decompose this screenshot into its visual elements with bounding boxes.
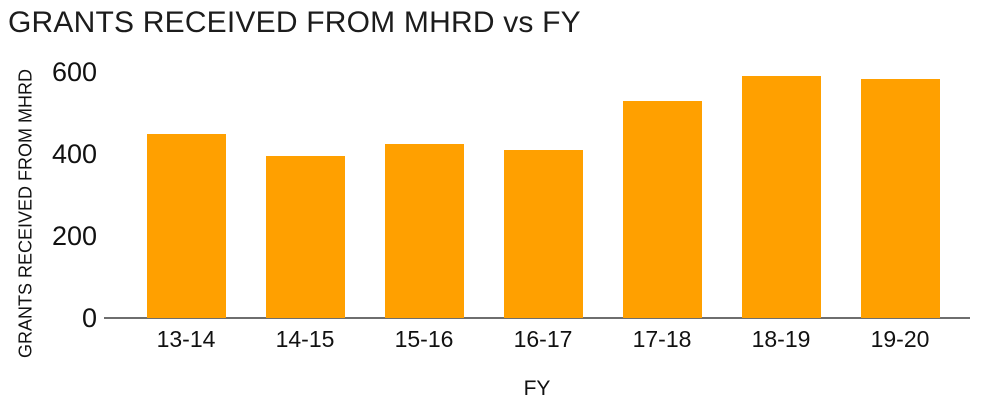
bar bbox=[860, 79, 940, 318]
bar bbox=[265, 156, 345, 318]
bar bbox=[503, 149, 583, 318]
bar bbox=[384, 143, 464, 318]
x-tick-label: 13-14 bbox=[156, 326, 216, 352]
chart-title: GRANTS RECEIVED FROM MHRD vs FY bbox=[8, 6, 581, 39]
x-tick-label: 19-20 bbox=[870, 326, 930, 352]
bar bbox=[622, 100, 702, 318]
x-axis-line bbox=[104, 317, 970, 319]
x-tick-label: 16-17 bbox=[513, 326, 573, 352]
y-tick-label: 0 bbox=[81, 303, 97, 333]
x-tick-label: 17-18 bbox=[632, 326, 692, 352]
bar bbox=[146, 133, 226, 318]
x-axis-label: FY bbox=[523, 377, 551, 400]
x-tick-label: 14-15 bbox=[275, 326, 335, 352]
x-tick-label: 18-19 bbox=[751, 326, 811, 352]
y-tick-label: 400 bbox=[51, 139, 97, 169]
bar bbox=[741, 76, 821, 318]
x-tick-label: 15-16 bbox=[394, 326, 454, 352]
y-tick-label: 200 bbox=[51, 221, 97, 251]
y-tick-label: 600 bbox=[51, 57, 97, 87]
